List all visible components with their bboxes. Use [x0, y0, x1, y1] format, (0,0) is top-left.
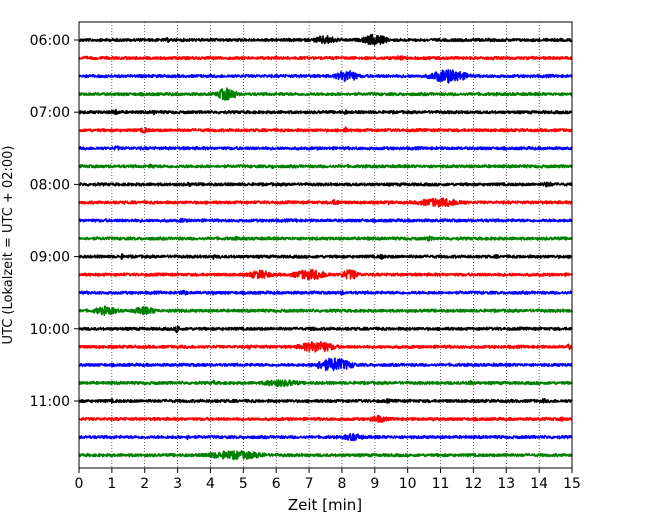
x-tick-label-1: 1: [107, 476, 116, 492]
trace-13: [78, 253, 573, 261]
seismic-traces: [78, 33, 573, 461]
trace-20: [78, 379, 573, 388]
x-tick-label-4: 4: [206, 476, 215, 492]
trace-15: [78, 289, 573, 296]
y-tick-label-0: 06:00: [30, 33, 70, 49]
x-tick-label-11: 11: [432, 476, 450, 492]
trace-16: [78, 305, 573, 316]
y-tick-label-5: 11:00: [30, 394, 70, 410]
trace-9: [78, 181, 573, 188]
vertical-gridlines: [111, 22, 540, 468]
x-tick-label-5: 5: [239, 476, 248, 492]
plot-frame: [78, 21, 573, 469]
trace-17: [78, 325, 573, 334]
x-tick-label-8: 8: [337, 476, 346, 492]
trace-19: [78, 357, 573, 372]
trace-11: [78, 217, 573, 223]
trace-3: [78, 69, 573, 84]
x-axis-ticks: 0 1 2 3 4 5 6 7 8 9 10 11 12 13 14 15: [75, 468, 581, 492]
y-tick-label-3: 09:00: [30, 250, 70, 266]
trace-6: [78, 126, 573, 134]
y-tick-label-1: 07:00: [30, 105, 70, 121]
x-tick-label-0: 0: [75, 476, 84, 492]
x-tick-label-7: 7: [305, 476, 314, 492]
trace-14: [78, 268, 573, 281]
x-tick-label-13: 13: [497, 476, 515, 492]
trace-24: [78, 450, 573, 461]
trace-21: [78, 397, 573, 404]
x-tick-label-10: 10: [399, 476, 417, 492]
trace-1: [78, 33, 573, 46]
x-tick-label-14: 14: [530, 476, 548, 492]
trace-5: [78, 108, 573, 115]
plot-area-background: [79, 22, 572, 468]
x-tick-label-12: 12: [464, 476, 482, 492]
y-axis-label: UTC (Lokalzeit = UTC + 02:00): [1, 146, 16, 345]
trace-12: [78, 235, 573, 242]
trace-23: [78, 433, 573, 442]
trace-7: [78, 145, 573, 151]
x-tick-label-15: 15: [563, 476, 581, 492]
x-tick-label-9: 9: [370, 476, 379, 492]
y-tick-label-4: 10:00: [30, 322, 70, 338]
y-tick-label-2: 08:00: [30, 177, 70, 193]
x-tick-label-3: 3: [173, 476, 182, 492]
trace-10: [78, 197, 573, 208]
trace-2: [78, 55, 573, 61]
x-axis-label: Zeit [min]: [288, 496, 362, 514]
x-tick-label-2: 2: [140, 476, 149, 492]
y-axis-ticks: 06:00 07:00 08:00 09:00 10:00 11:00: [30, 33, 79, 410]
trace-18: [78, 340, 573, 353]
trace-8: [78, 163, 573, 170]
x-tick-label-6: 6: [272, 476, 281, 492]
trace-4: [78, 87, 573, 101]
trace-22: [78, 414, 573, 424]
